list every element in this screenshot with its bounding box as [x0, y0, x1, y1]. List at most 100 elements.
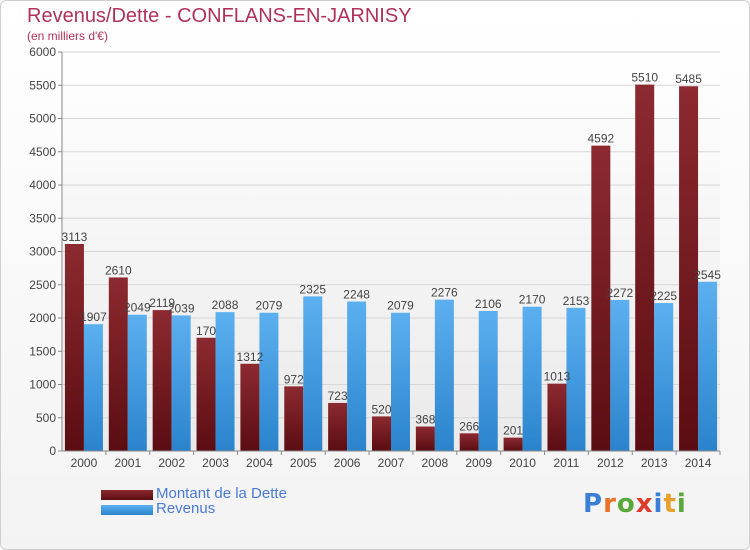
x-tick-label: 2013 [641, 456, 668, 470]
bar-dette [591, 145, 611, 451]
data-label: 2106 [475, 297, 502, 311]
y-tick-label: 3000 [29, 245, 56, 259]
data-label: 2088 [212, 298, 239, 312]
bar-dette [372, 416, 391, 451]
bar-revenus [698, 281, 718, 451]
data-label: 2079 [387, 299, 414, 313]
x-tick-label: 2002 [158, 456, 185, 470]
y-axis: 0 500 1000 1500 2000 2500 3000 3500 4000 4500 5000… [29, 45, 63, 458]
bar-revenus [478, 310, 498, 451]
logo-letter: i [653, 489, 664, 519]
bar-dette [152, 310, 172, 451]
logo-letter: o [616, 489, 636, 519]
chart-title: Revenus/Dette - CONFLANS-EN-JARNISY [27, 5, 412, 27]
legend-label-debt: Montant de la Dette [156, 485, 287, 502]
bar-dette [328, 402, 348, 451]
data-label: 201 [503, 424, 523, 438]
data-label: 266 [459, 419, 479, 433]
proxiti-logo: Proxiti [583, 489, 687, 519]
bar-dette [503, 437, 523, 451]
bar-revenus [171, 315, 191, 451]
logo-letter: t [663, 489, 677, 519]
logo-letter: x [635, 489, 654, 519]
bar-revenus [610, 299, 630, 451]
data-label: 5485 [675, 72, 702, 86]
bar-dette [284, 386, 304, 451]
legend-label-revenus: Revenus [156, 500, 216, 517]
bar-revenus [434, 299, 454, 451]
data-label: 2610 [105, 263, 132, 277]
bar-revenus [654, 303, 674, 451]
bar-dette [679, 86, 699, 451]
x-tick-label: 2001 [114, 456, 141, 470]
data-label: 2325 [299, 282, 326, 296]
bar-dette [547, 383, 567, 451]
data-label: 2153 [563, 294, 590, 308]
logo-letter: r [603, 489, 617, 519]
y-tick-label: 500 [36, 411, 56, 425]
data-label: 2272 [606, 286, 633, 300]
legend-swatch-revenus [101, 505, 153, 515]
bar-dette [415, 426, 435, 451]
bar-revenus [522, 306, 542, 451]
bar-dette [635, 84, 655, 452]
data-label: 368 [415, 413, 435, 427]
x-tick-label: 2009 [465, 456, 492, 470]
data-label: 2039 [168, 301, 195, 315]
data-label: 2079 [256, 299, 283, 313]
bar-dette [459, 433, 479, 451]
data-label: 2049 [124, 301, 151, 315]
x-tick-label: 2000 [71, 456, 98, 470]
y-tick-label: 4000 [29, 178, 56, 192]
bar-dette [64, 243, 84, 451]
bar-revenus [391, 312, 410, 451]
data-label: 170 [196, 324, 216, 338]
data-label: 1907 [80, 310, 107, 324]
data-label: 2170 [519, 293, 546, 307]
bar-revenus [215, 312, 235, 451]
bar-revenus [347, 301, 367, 451]
data-label: 4592 [587, 132, 614, 146]
logo-letter: P [583, 489, 604, 519]
data-label: 2248 [343, 288, 370, 302]
data-label: 1312 [237, 350, 264, 364]
data-label: 2225 [650, 289, 677, 303]
y-tick-label: 6000 [29, 45, 56, 59]
x-tick-label: 2008 [422, 456, 449, 470]
x-tick-label: 2005 [290, 456, 317, 470]
y-tick-label: 1000 [29, 378, 56, 392]
y-tick-label: 5000 [29, 112, 56, 126]
y-tick-label: 0 [49, 444, 56, 458]
y-tick-label: 2000 [29, 311, 56, 325]
x-tick-label: 2003 [202, 456, 229, 470]
logo-letter: i [676, 489, 687, 519]
data-label: 5510 [631, 71, 658, 85]
x-axis: 2000 2001 2002 2003 2004 2005 2006 2007 2008 2009… [62, 450, 721, 470]
x-tick-label: 2006 [334, 456, 361, 470]
x-tick-label: 2010 [509, 456, 536, 470]
y-tick-label: 1500 [29, 344, 56, 358]
bar-revenus [127, 314, 147, 451]
y-tick-label: 4500 [29, 145, 56, 159]
legend-swatch-debt [101, 490, 153, 500]
bar-revenus [83, 324, 103, 451]
x-tick-label: 2007 [378, 456, 405, 470]
data-label: 2119 [149, 296, 175, 310]
bars [64, 84, 718, 452]
x-tick-label: 2011 [554, 456, 580, 470]
data-label: 2276 [431, 286, 458, 300]
bar-dette [196, 337, 216, 451]
chart-subtitle: (en milliers d'€) [27, 29, 108, 43]
data-label: 520 [371, 402, 391, 416]
bar-revenus [566, 307, 586, 451]
data-label: 2545 [694, 268, 721, 282]
data-label: 723 [328, 389, 348, 403]
data-label: 3113 [62, 230, 88, 244]
x-tick-label: 2014 [685, 456, 712, 470]
data-label: 972 [284, 372, 304, 386]
y-tick-label: 5500 [29, 78, 56, 92]
data-label: 1013 [544, 370, 571, 384]
